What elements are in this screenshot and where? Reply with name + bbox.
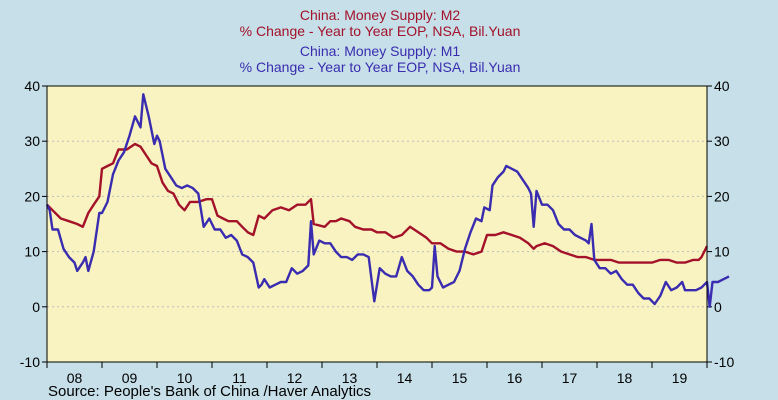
x-tick-label: 18 [617,370,633,386]
legend-m1-title: China: Money Supply: M1 [300,43,461,59]
plot-frame [46,85,708,363]
x-tick-label: 14 [397,370,413,386]
x-tick-label: 16 [507,370,523,386]
x-tick-label: 10 [177,370,193,386]
x-axis-ticks: 08 09 10 11 12 13 14 15 16 17 18 19 [46,362,708,386]
x-tick-label: 11 [232,370,247,386]
y-axis-ticks: -10 -10 0 0 10 10 20 20 30 30 40 40 [20,78,735,370]
source-note: Source: People's Bank of China /Haver An… [48,383,371,400]
series-lines [45,93,730,308]
legend: China: Money Supply: M2 % Change - Year … [240,7,521,75]
x-tick-label: 09 [122,370,138,386]
series-line-m2 [46,142,709,264]
y-tick-label-left: -10 [20,354,40,370]
x-tick-label: 15 [452,370,468,386]
y-tick-label-right: 0 [714,299,722,315]
legend-m2-subtitle: % Change - Year to Year EOP, NSA, Bil.Yu… [240,23,521,39]
y-tick-label-right: 20 [714,188,730,204]
y-tick-label-right: 30 [714,133,730,149]
legend-m1-subtitle: % Change - Year to Year EOP, NSA, Bil.Yu… [240,59,521,75]
x-tick-label: 12 [287,370,303,386]
x-tick-label: 19 [672,370,688,386]
y-tick-label-left: 0 [32,299,40,315]
y-tick-label-left: 30 [24,133,40,149]
y-tick-label-left: 10 [24,244,40,260]
y-tick-label-right: 10 [714,244,730,260]
plot-area [47,86,707,362]
y-tick-label-left: 20 [24,188,40,204]
x-tick-label: 08 [67,370,83,386]
series-line-m1 [45,93,730,308]
y-tick-label-left: 40 [24,78,40,94]
legend-m2-title: China: Money Supply: M2 [300,7,461,23]
x-tick-label: 17 [562,370,578,386]
y-tick-label-right: 40 [714,78,730,94]
x-tick-label: 13 [342,370,358,386]
y-tick-label-right: -10 [714,354,734,370]
